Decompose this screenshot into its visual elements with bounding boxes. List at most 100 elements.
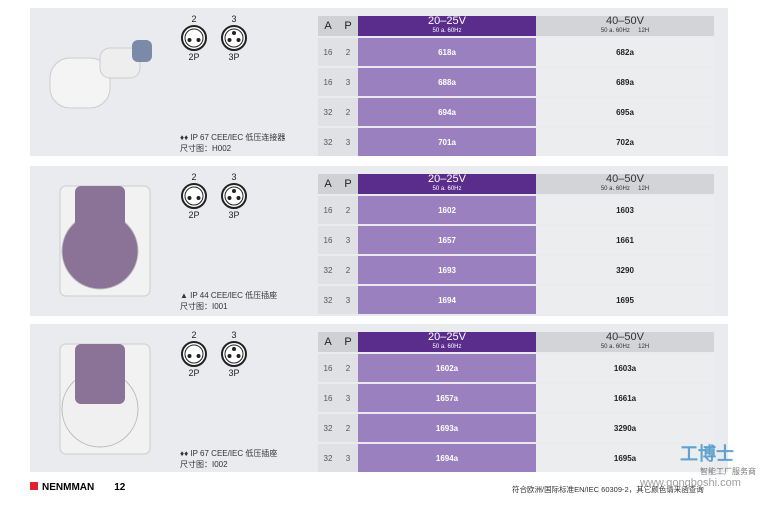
table-cell: 2 xyxy=(338,354,358,382)
table-cell: 1695a xyxy=(536,444,714,472)
brand-name: NENMMAN xyxy=(42,482,95,493)
table-cell: 3 xyxy=(338,384,358,412)
table-cell: 32 xyxy=(318,286,338,314)
table-cell: 1657a xyxy=(358,384,536,412)
table-cell: 682a xyxy=(536,38,714,66)
col-v1: 20–25V 50 a. 60Hz xyxy=(358,332,536,352)
table-row: 16 2 1602 1603 xyxy=(318,196,714,224)
product-image xyxy=(49,40,152,109)
model-table: A P 20–25V 50 a. 60Hz 40–50V 50 a. 60Hz 12H 16… xyxy=(318,330,714,474)
table-cell: 2 xyxy=(338,38,358,66)
dimension-ref: 尺寸图：I002 xyxy=(180,460,228,469)
table-cell: 3 xyxy=(338,68,358,96)
product-image xyxy=(59,185,151,297)
dimension-ref: 尺寸图：I001 xyxy=(180,302,228,311)
table-row: 32 2 1693 3290 xyxy=(318,256,714,284)
table-cell: 1693a xyxy=(358,414,536,442)
model-table: A P 20–25V 50 a. 60Hz 40–50V 50 a. 60Hz 12H 16… xyxy=(318,14,714,158)
table-cell: 3 xyxy=(338,226,358,254)
product-description: ▲ IP 44 CEE/IEC 低压插座尺寸图：I001 xyxy=(180,290,277,312)
table-cell: 2 xyxy=(338,98,358,126)
table-cell: 3 xyxy=(338,128,358,156)
table-row: 16 2 1602a 1603a xyxy=(318,354,714,382)
watermark: 工博士 智能工厂服务商 www.gongboshi.com xyxy=(640,440,756,489)
dimension-ref: 尺寸图：H002 xyxy=(180,144,232,153)
table-row: 32 2 1693a 3290a xyxy=(318,414,714,442)
table-cell: 3 xyxy=(338,444,358,472)
watermark-tagline: 智能工厂服务商 xyxy=(700,467,756,476)
table-row: 32 3 1694a 1695a xyxy=(318,444,714,472)
model-table: A P 20–25V 50 a. 60Hz 40–50V 50 a. 60Hz 12H 16… xyxy=(318,172,714,316)
table-cell: 1694a xyxy=(358,444,536,472)
table-cell: 702a xyxy=(536,128,714,156)
table-cell: 2 xyxy=(338,256,358,284)
table-row: 16 3 688a 689a xyxy=(318,68,714,96)
col-a: A xyxy=(318,174,338,194)
pin-diagram-2p: 2 2P xyxy=(180,330,208,378)
warning-triangle-icon: ▲ xyxy=(180,291,188,300)
table-cell: 16 xyxy=(318,226,338,254)
table-row: 16 3 1657a 1661a xyxy=(318,384,714,412)
col-a: A xyxy=(318,332,338,352)
footer-brand: NENMMAN 12 xyxy=(30,482,125,493)
table-cell: 1602 xyxy=(358,196,536,224)
pin-diagram-3p: 3 3P xyxy=(220,14,248,62)
col-v2: 40–50V 50 a. 60Hz 12H xyxy=(536,16,714,36)
water-drops-icon: ♦♦ xyxy=(180,449,189,458)
spec-text: IP 67 CEE/IEC 低压插座 xyxy=(190,449,278,458)
table-row: 32 3 1694 1695 xyxy=(318,286,714,314)
col-v2: 40–50V 50 a. 60Hz 12H xyxy=(536,332,714,352)
watermark-name: 工博士 xyxy=(680,444,734,464)
table-cell: 2 xyxy=(338,196,358,224)
table-cell: 1661 xyxy=(536,226,714,254)
table-cell: 16 xyxy=(318,354,338,382)
table-row: 32 2 694a 695a xyxy=(318,98,714,126)
table-cell: 695a xyxy=(536,98,714,126)
table-cell: 1602a xyxy=(358,354,536,382)
spec-text: IP 44 CEE/IEC 低压插座 xyxy=(190,291,278,300)
col-v1: 20–25V 50 a. 60Hz xyxy=(358,16,536,36)
product-image xyxy=(59,343,151,455)
table-cell: 1693 xyxy=(358,256,536,284)
table-cell: 32 xyxy=(318,128,338,156)
table-cell: 1657 xyxy=(358,226,536,254)
table-cell: 16 xyxy=(318,384,338,412)
col-v2: 40–50V 50 a. 60Hz 12H xyxy=(536,174,714,194)
pin-diagram-3p: 3 3P xyxy=(220,330,248,378)
table-cell: 3290 xyxy=(536,256,714,284)
table-cell: 1695 xyxy=(536,286,714,314)
brand-square-icon xyxy=(30,482,38,490)
table-row: 16 2 618a 682a xyxy=(318,38,714,66)
table-cell: 618a xyxy=(358,38,536,66)
table-cell: 32 xyxy=(318,98,338,126)
pin-diagram-3p: 3 3P xyxy=(220,172,248,220)
col-a: A xyxy=(318,16,338,36)
table-cell: 32 xyxy=(318,444,338,472)
table-cell: 2 xyxy=(338,414,358,442)
pin-diagram-2p: 2 2P xyxy=(180,14,208,62)
pin-diagram-2p: 2 2P xyxy=(180,172,208,220)
table-cell: 688a xyxy=(358,68,536,96)
spec-text: IP 67 CEE/IEC 低压连接器 xyxy=(190,133,286,142)
table-cell: 32 xyxy=(318,256,338,284)
table-row: 32 3 701a 702a xyxy=(318,128,714,156)
table-cell: 3290a xyxy=(536,414,714,442)
col-p: P xyxy=(338,332,358,352)
col-p: P xyxy=(338,174,358,194)
product-description: ♦♦ IP 67 CEE/IEC 低压插座尺寸图：I002 xyxy=(180,448,277,470)
table-cell: 16 xyxy=(318,38,338,66)
watermark-url: www.gongboshi.com xyxy=(640,477,741,489)
table-cell: 16 xyxy=(318,68,338,96)
table-cell: 1694 xyxy=(358,286,536,314)
product-panel: 2 2P 3 3P ▲ IP 44 CEE/IEC 低压插座尺寸图：I001 A P 20… xyxy=(30,166,728,316)
table-cell: 701a xyxy=(358,128,536,156)
page-number: 12 xyxy=(114,482,126,493)
col-v1: 20–25V 50 a. 60Hz xyxy=(358,174,536,194)
table-cell: 1661a xyxy=(536,384,714,412)
col-p: P xyxy=(338,16,358,36)
table-cell: 1603a xyxy=(536,354,714,382)
table-cell: 16 xyxy=(318,196,338,224)
table-cell: 1603 xyxy=(536,196,714,224)
